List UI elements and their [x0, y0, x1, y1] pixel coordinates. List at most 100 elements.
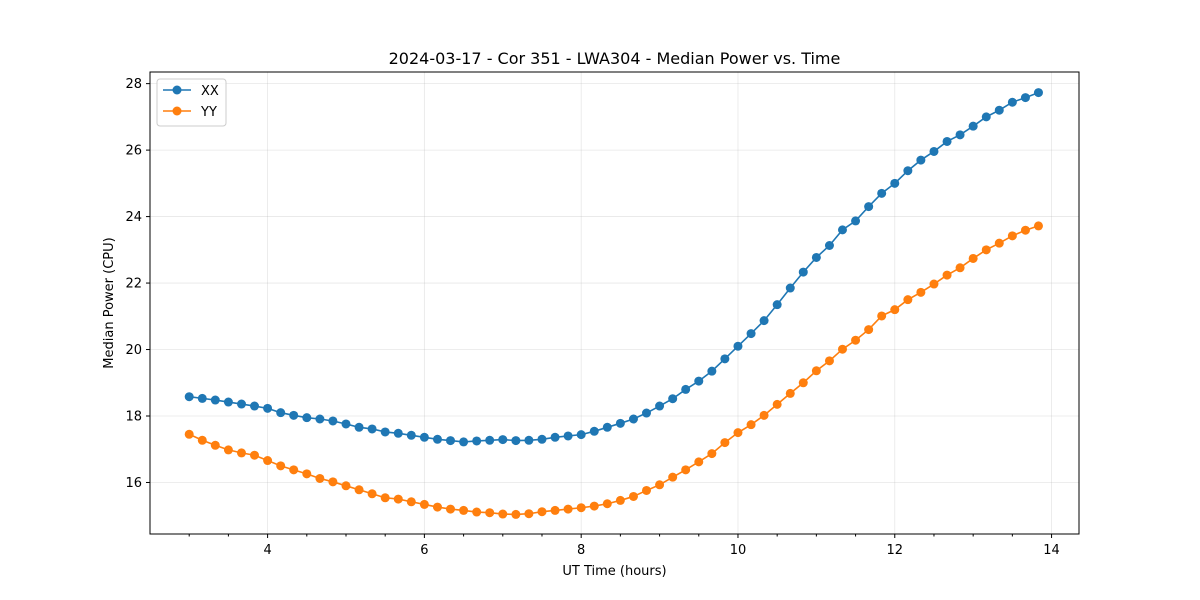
series-xx-point — [419, 432, 429, 442]
series-yy-point — [223, 445, 233, 455]
series-yy-point — [315, 473, 325, 483]
series-xx-point — [589, 426, 599, 436]
series-yy-point — [289, 465, 299, 475]
series-yy-point — [837, 344, 847, 354]
series-xx-point — [929, 146, 939, 156]
series-yy-point — [524, 509, 534, 519]
series-yy-point — [864, 325, 874, 335]
series-yy-point — [851, 335, 861, 345]
series-xx-point — [1033, 88, 1043, 98]
series-yy-point — [759, 410, 769, 420]
series-xx-point — [615, 418, 625, 428]
series-yy-point — [733, 428, 743, 438]
series-xx-point — [994, 105, 1004, 115]
series-xx-point — [968, 121, 978, 131]
y-axis-label: Median Power (CPU) — [102, 237, 117, 368]
series-xx-point — [981, 112, 991, 122]
series-xx-point — [916, 155, 926, 165]
series-xx-point — [864, 202, 874, 212]
series-yy — [184, 221, 1043, 519]
series-yy-point — [406, 497, 416, 507]
series-yy-point — [236, 448, 246, 458]
series-xx-point — [772, 300, 782, 310]
series-xx — [184, 88, 1043, 447]
series-xx-point — [890, 178, 900, 188]
series-xx-point — [759, 316, 769, 326]
series-yy-point — [811, 366, 821, 376]
legend-xx-marker — [172, 85, 182, 95]
series-yy-point — [694, 457, 704, 467]
series-xx-point — [811, 252, 821, 262]
series-xx-point — [524, 435, 534, 445]
series-xx-point — [681, 384, 691, 394]
x-tick-label: 6 — [420, 543, 428, 558]
series-xx-point — [824, 241, 834, 250]
series-yy-point — [354, 485, 364, 495]
y-tick-label: 20 — [125, 343, 142, 358]
series-yy-point — [445, 504, 455, 514]
series-xx-point — [341, 419, 351, 429]
series-yy-point — [459, 505, 469, 515]
series-xx-point — [472, 436, 482, 446]
series-yy-point — [994, 238, 1004, 248]
series-xx-point — [263, 403, 273, 413]
legend-yy-label: YY — [200, 105, 217, 120]
series-yy-point — [498, 509, 508, 519]
series-yy-point — [250, 450, 259, 460]
series-xx-point — [236, 399, 246, 409]
series-yy-point — [576, 503, 586, 513]
series-xx-point — [485, 435, 495, 445]
series-yy-point — [550, 505, 560, 515]
series-yy-point — [772, 399, 782, 409]
legend-yy-marker — [172, 106, 182, 116]
series-yy-point — [628, 491, 638, 501]
series-xx-point — [289, 410, 299, 420]
series-yy-point — [511, 509, 521, 519]
series-xx-point — [955, 130, 965, 140]
x-axis-label: UT Time (hours) — [562, 564, 666, 579]
series-yy-point — [824, 356, 834, 366]
series-xx-point — [655, 401, 665, 411]
series-yy-point — [485, 508, 495, 518]
series-xx-point — [877, 188, 887, 198]
series-xx-point — [184, 392, 194, 402]
x-tick-label: 14 — [1043, 543, 1060, 558]
tick-layer: 4 6 8 10 12 14 16 18 20 22 24 26 28 — [125, 77, 1059, 558]
series-yy-point — [916, 287, 926, 297]
series-yy-point — [1007, 231, 1017, 241]
series-yy-point — [602, 499, 612, 509]
x-tick-label: 8 — [577, 543, 585, 558]
series-xx-point — [537, 434, 547, 444]
series-yy-point — [707, 449, 717, 459]
y-tick-label: 16 — [125, 476, 142, 491]
series-yy-point — [210, 440, 220, 450]
legend: XX YY — [156, 78, 227, 127]
y-tick-label: 26 — [125, 144, 142, 159]
series-yy-point — [681, 465, 691, 475]
series-xx-point — [563, 431, 573, 441]
series-yy-point — [1033, 221, 1043, 231]
series-yy-point — [419, 499, 429, 509]
y-tick-label: 24 — [125, 210, 142, 225]
series-yy-point — [929, 279, 939, 289]
y-tick-label: 28 — [125, 77, 142, 92]
series-yy-point — [589, 501, 599, 511]
series-yy-point — [655, 480, 665, 490]
series-yy-point — [746, 420, 756, 430]
x-tick-label: 10 — [730, 543, 747, 558]
series-yy-point — [720, 438, 730, 448]
series-xx-point — [276, 408, 286, 418]
series-xx-point — [1020, 93, 1030, 103]
series-xx-point — [315, 414, 325, 424]
series-yy-point — [981, 245, 991, 255]
series-xx-point — [302, 413, 312, 423]
series-yy-point — [537, 507, 547, 517]
x-tick-label: 12 — [886, 543, 903, 558]
series-xx-point — [210, 395, 220, 405]
series-xx-point — [785, 283, 795, 293]
series-xx-point — [602, 422, 612, 432]
legend-xx-label: XX — [201, 84, 219, 99]
series-yy-point — [341, 481, 351, 491]
series-xx-point — [328, 416, 338, 426]
